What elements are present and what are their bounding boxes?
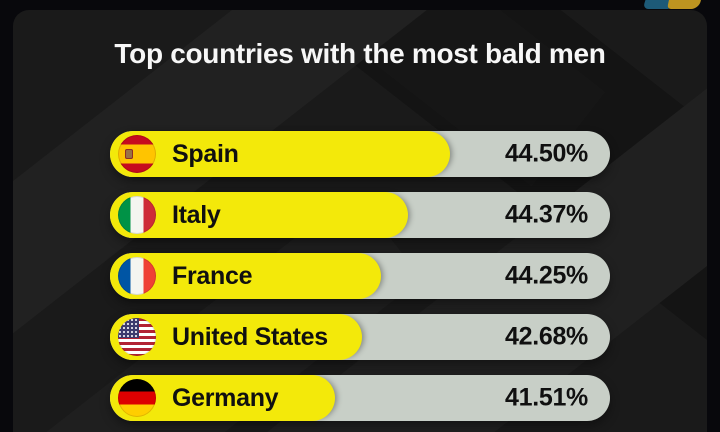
value-label: 44.25% bbox=[505, 261, 588, 290]
country-label: Italy bbox=[172, 200, 221, 229]
brand-logo-partial bbox=[642, 0, 704, 10]
spain-coat-of-arms bbox=[125, 149, 133, 159]
infographic-card: Top countries with the most bald men Spa… bbox=[13, 10, 707, 432]
value-label: 44.50% bbox=[505, 139, 588, 168]
bar-fill: Spain bbox=[110, 131, 450, 177]
bar-row-france: France 44.25% bbox=[110, 253, 610, 299]
bar-row-spain: Spain 44.50% bbox=[110, 131, 610, 177]
chart-title: Top countries with the most bald men bbox=[114, 38, 606, 69]
france-flag-icon bbox=[118, 257, 156, 295]
brand-logo-gold-shape bbox=[667, 0, 701, 9]
value-label: 41.51% bbox=[505, 383, 588, 412]
bar-row-germany: Germany 41.51% bbox=[110, 375, 610, 421]
bar-row-italy: Italy 44.37% bbox=[110, 192, 610, 238]
value-label: 42.68% bbox=[505, 322, 588, 351]
bar-fill: Germany bbox=[110, 375, 335, 421]
spain-flag-icon bbox=[118, 135, 156, 173]
italy-flag-icon bbox=[118, 196, 156, 234]
bar-fill: United States bbox=[110, 314, 362, 360]
country-label: Spain bbox=[172, 139, 239, 168]
value-label: 44.37% bbox=[505, 200, 588, 229]
bars-list: Spain 44.50% Italy 44.37% France 44.25% bbox=[110, 131, 610, 421]
country-label: Germany bbox=[172, 383, 279, 412]
germany-flag-icon bbox=[118, 379, 156, 417]
bar-fill: Italy bbox=[110, 192, 408, 238]
us-flag-canton bbox=[118, 318, 139, 338]
bar-row-united-states: United States 42.68% bbox=[110, 314, 610, 360]
united-states-flag-icon bbox=[118, 318, 156, 356]
country-label: United States bbox=[172, 322, 328, 351]
bar-fill: France bbox=[110, 253, 381, 299]
country-label: France bbox=[172, 261, 253, 290]
